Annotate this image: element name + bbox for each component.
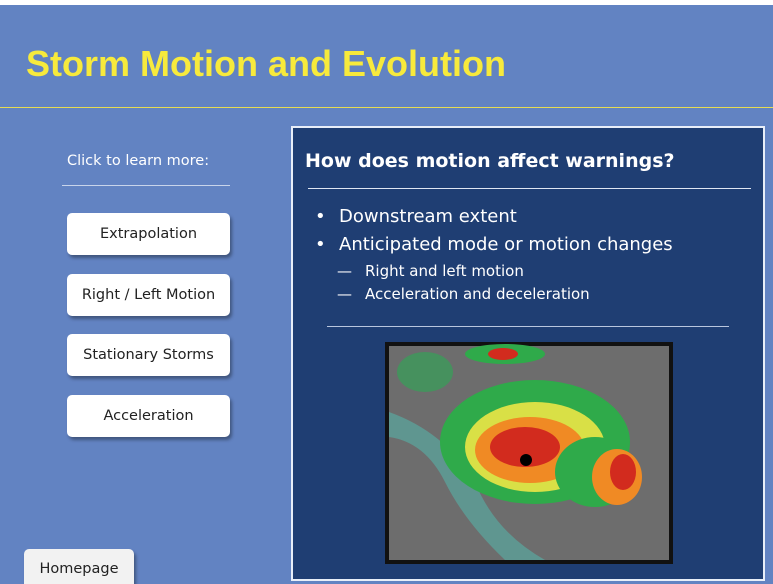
content-panel: How does motion affect warnings? Downstr… (291, 126, 765, 581)
topic-button[interactable]: Acceleration (67, 395, 230, 437)
panel-rule (327, 326, 729, 327)
sub-bullet: Acceleration and deceleration (365, 285, 590, 303)
slide: Storm Motion and Evolution Click to lear… (0, 0, 773, 584)
heading-rule (308, 188, 751, 189)
sub-bullet: Right and left motion (365, 262, 524, 280)
topic-button[interactable]: Stationary Storms (67, 334, 230, 376)
radar-image (385, 342, 673, 564)
topic-button[interactable]: Extrapolation (67, 213, 230, 255)
title-rule (0, 107, 773, 108)
prompt: Click to learn more: (67, 153, 209, 169)
radar-echo (488, 348, 518, 360)
slide-title: Storm Motion and Evolution (26, 43, 506, 85)
radar-echo (397, 352, 453, 392)
prompt-rule (62, 185, 230, 186)
topic-button[interactable]: Right / Left Motion (67, 274, 230, 316)
home-button[interactable]: Homepage (24, 549, 134, 584)
storm-marker (520, 454, 532, 466)
bullet: Downstream extent (339, 206, 517, 227)
bullet: Anticipated mode or motion changes (339, 234, 673, 255)
panel-heading: How does motion affect warnings? (305, 150, 675, 172)
radar-echo (610, 454, 636, 490)
